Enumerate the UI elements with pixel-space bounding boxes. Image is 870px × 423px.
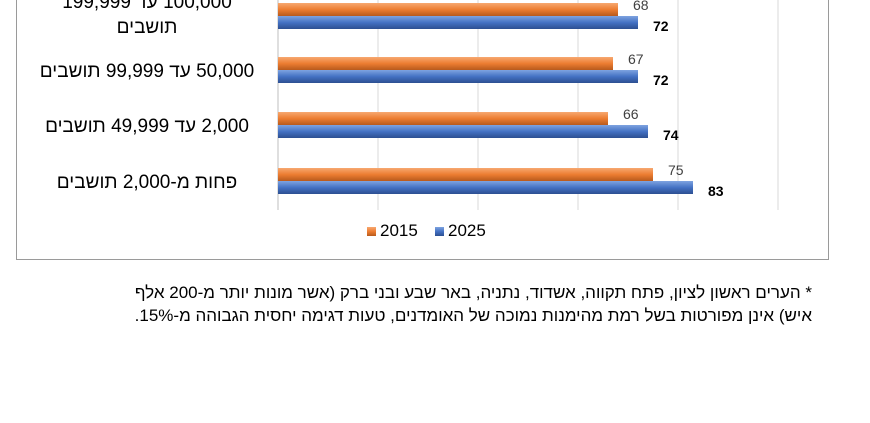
legend-swatch-2025 [435,227,444,236]
data-label-2025: 72 [653,72,669,88]
data-label-2025: 72 [653,18,669,34]
bar-2015 [278,112,608,125]
bar-2025 [278,70,638,83]
category-label: 100,000 עד 199,999 [62,0,232,13]
footnote: * הערים ראשון לציון, פתח תקווה, אשדוד, נ… [32,281,812,327]
data-label-2015: 66 [623,106,639,122]
data-label-2025: 74 [663,127,679,143]
bar-chart: 68 72 100,000 עד 199,999 תושבים 67 72 50,000 ע… [40,0,779,240]
bar-2015 [278,3,618,16]
bar-2015 [278,168,653,181]
data-label-2015: 68 [633,0,649,13]
category-label: תושבים [117,17,178,38]
bar-2025 [278,125,648,138]
footnote-line-2: איש) אינן מפורטות בשל רמת מהימנות נמוכה … [134,306,812,325]
legend-label-2015: 2015 [380,221,418,240]
data-label-2015: 67 [628,51,644,67]
bar-2025 [278,181,693,194]
chart-area: 68 72 100,000 עד 199,999 תושבים 67 72 50,000 ע… [16,0,829,260]
category-label: 50,000 עד 99,999 תושבים [40,61,254,82]
legend-label-2025: 2025 [448,221,486,240]
footnote-line-1: * הערים ראשון לציון, פתח תקווה, אשדוד, נ… [134,283,812,302]
category-label: פחות מ-2,000 תושבים [57,172,237,193]
data-label-2015: 75 [668,162,684,178]
bar-2025 [278,16,638,29]
bar-2015 [278,57,613,70]
data-label-2025: 83 [708,183,724,199]
category-label: 2,000 עד 49,999 תושבים [45,116,249,137]
legend-swatch-2015 [367,227,376,236]
